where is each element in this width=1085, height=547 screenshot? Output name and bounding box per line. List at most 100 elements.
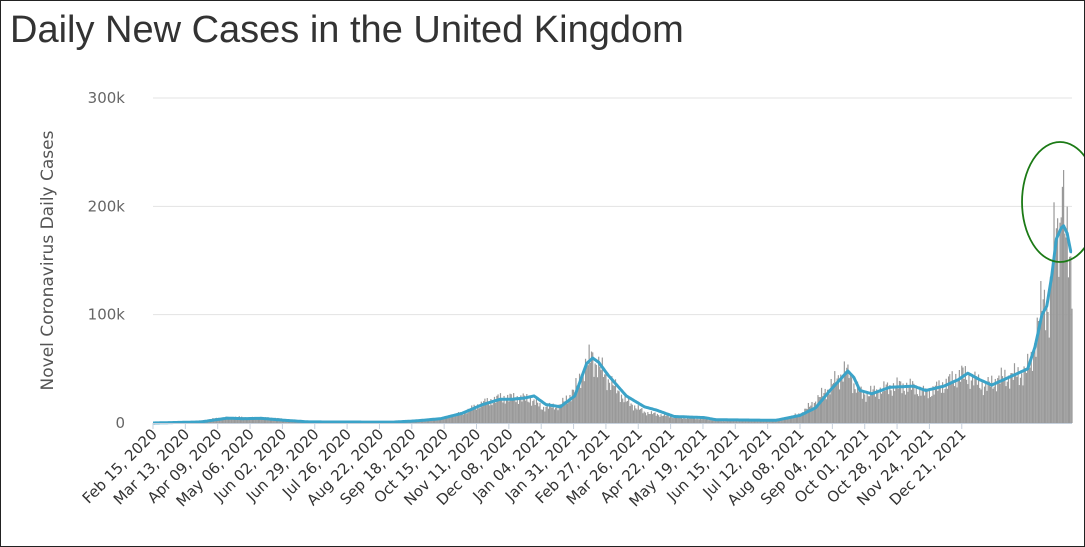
bar xyxy=(795,415,798,423)
bar xyxy=(462,414,464,423)
bar xyxy=(891,395,893,423)
bar xyxy=(725,421,727,423)
bar xyxy=(437,418,439,423)
bar xyxy=(469,408,472,423)
bar xyxy=(1041,310,1043,423)
bar xyxy=(900,381,902,423)
bar xyxy=(865,401,867,423)
bar xyxy=(1059,222,1061,423)
bar xyxy=(696,417,698,423)
bar xyxy=(652,414,654,423)
bar xyxy=(1011,373,1013,423)
bar xyxy=(1069,256,1071,423)
bar xyxy=(957,380,959,423)
bar xyxy=(1022,385,1024,423)
bar xyxy=(263,417,266,423)
bar xyxy=(676,417,678,423)
bar xyxy=(620,394,623,423)
bar xyxy=(522,393,524,423)
bar xyxy=(985,383,987,423)
bar xyxy=(823,392,825,423)
bar xyxy=(697,419,699,423)
bar xyxy=(752,420,754,423)
bar xyxy=(690,416,692,423)
bar xyxy=(666,414,668,423)
bar xyxy=(908,386,910,423)
bar xyxy=(502,402,504,423)
bar xyxy=(971,374,974,423)
bar xyxy=(457,412,460,423)
bar xyxy=(223,418,225,423)
bar xyxy=(829,394,831,423)
bar xyxy=(1057,218,1059,423)
bar xyxy=(674,417,677,423)
bar xyxy=(874,396,877,423)
bar xyxy=(532,400,534,423)
bar xyxy=(987,377,989,423)
bar xyxy=(454,414,456,423)
bar xyxy=(757,420,759,423)
bar xyxy=(848,378,850,423)
bar xyxy=(432,419,434,423)
bar xyxy=(572,389,575,423)
bar xyxy=(958,370,960,423)
bar xyxy=(566,403,569,423)
bar xyxy=(586,362,588,423)
bar xyxy=(507,394,509,423)
bar xyxy=(574,392,576,423)
bar xyxy=(1070,256,1072,423)
bar xyxy=(888,394,890,423)
bar xyxy=(970,380,972,423)
bar xyxy=(776,420,778,423)
bar xyxy=(1061,186,1064,423)
bar xyxy=(595,364,597,423)
bar xyxy=(456,414,458,423)
bar xyxy=(626,400,629,423)
bar xyxy=(521,401,523,423)
bar xyxy=(438,419,440,423)
bar xyxy=(565,395,567,423)
y-tick-label: 100k xyxy=(88,306,126,324)
bar xyxy=(994,378,996,423)
bar xyxy=(1003,380,1005,423)
bar xyxy=(485,404,487,423)
bar xyxy=(977,374,980,423)
peak-annotation-ellipse xyxy=(1021,141,1084,263)
bar xyxy=(780,419,782,423)
bar xyxy=(1042,299,1044,423)
bar xyxy=(916,394,919,423)
bar xyxy=(945,378,947,423)
bar xyxy=(443,417,445,423)
bar xyxy=(722,420,724,423)
bar xyxy=(247,418,249,423)
bar xyxy=(749,420,751,423)
bar xyxy=(604,374,606,423)
bar xyxy=(1023,366,1025,423)
bar xyxy=(866,391,868,423)
bar xyxy=(516,396,518,423)
bar xyxy=(980,389,982,423)
bar xyxy=(989,386,992,423)
bar xyxy=(661,416,663,423)
bar xyxy=(467,408,469,423)
bar xyxy=(973,385,975,423)
bar xyxy=(876,389,878,423)
bar xyxy=(715,420,717,423)
bar xyxy=(812,408,814,423)
bar xyxy=(701,419,703,423)
bar xyxy=(520,395,522,423)
bar xyxy=(557,410,559,423)
bar xyxy=(224,417,226,423)
bar xyxy=(931,395,933,423)
bar xyxy=(886,382,889,423)
bar xyxy=(792,415,794,423)
bar xyxy=(578,373,581,423)
bar xyxy=(489,405,491,423)
bar xyxy=(664,413,666,423)
bar xyxy=(475,409,478,423)
bar xyxy=(1040,281,1042,423)
bar xyxy=(484,398,486,423)
bar xyxy=(751,420,753,423)
bar xyxy=(486,398,488,423)
bar xyxy=(992,388,994,423)
